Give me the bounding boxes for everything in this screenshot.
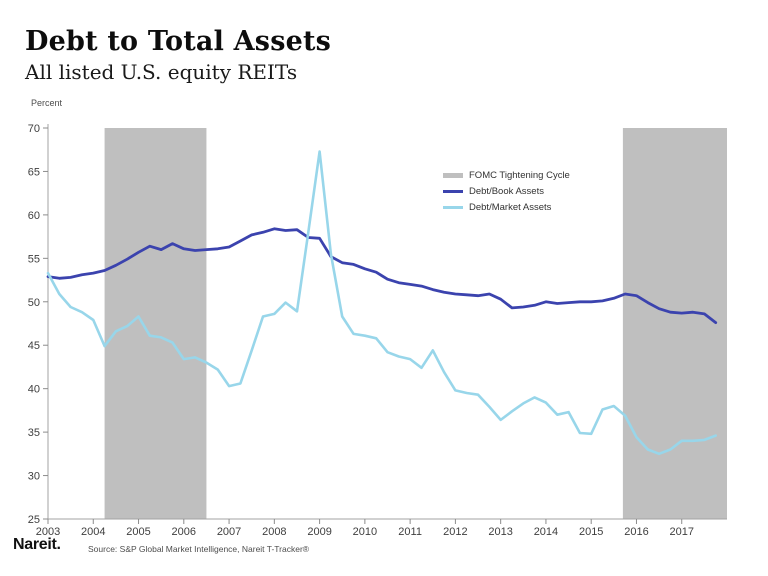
x-tick-label: 2014 <box>534 526 558 538</box>
series-debt-book-assets <box>46 227 718 325</box>
y-tick-label: 55 <box>28 253 40 265</box>
fomc-band <box>622 128 727 519</box>
x-tick-label: 2015 <box>579 526 603 538</box>
debt-book-line-swatch <box>443 189 463 193</box>
y-axis-unit-label: Percent <box>31 98 63 108</box>
x-tick-label: 2007 <box>217 526 241 538</box>
x-tick-label: 2003 <box>36 526 60 538</box>
nareit-logo: Nareit. <box>13 536 61 553</box>
y-tick-label: 50 <box>28 297 40 309</box>
page-title: Debt to Total Assets <box>25 26 332 57</box>
source-text: Source: S&P Global Market Intelligence, … <box>88 544 310 554</box>
fomc-band <box>104 128 207 519</box>
x-tick-label: 2016 <box>624 526 648 538</box>
x-tick-label: 2011 <box>398 526 422 538</box>
axes <box>47 124 727 520</box>
legend-item-fomc: FOMC Tightening Cycle <box>443 167 570 183</box>
series-debt-market-assets <box>46 150 718 456</box>
y-tick-label: 25 <box>28 514 40 526</box>
y-tick-label: 45 <box>28 340 40 352</box>
debt-market-line-swatch <box>443 205 463 209</box>
legend-item-debt-market: Debt/Market Assets <box>443 199 570 215</box>
legend-label: Debt/Book Assets <box>469 185 544 197</box>
y-tick-label: 30 <box>28 471 40 483</box>
x-tick-label: 2006 <box>172 526 196 538</box>
legend-label: Debt/Market Assets <box>469 201 552 213</box>
x-axis: 2003 2004 2005 2006 2007 2008 2009 2010 2011 2012… <box>36 519 694 538</box>
page-subtitle: All listed U.S. equity REITs <box>25 60 298 84</box>
fomc-tightening-bands <box>104 128 727 519</box>
x-tick-label: 2005 <box>126 526 150 538</box>
x-tick-label: 2010 <box>353 526 377 538</box>
y-tick-label: 35 <box>28 427 40 439</box>
y-tick-label: 70 <box>28 123 40 135</box>
legend-item-debt-book: Debt/Book Assets <box>443 183 570 199</box>
y-tick-label: 40 <box>28 384 40 396</box>
x-tick-label: 2013 <box>488 526 512 538</box>
x-tick-label: 2008 <box>262 526 286 538</box>
x-tick-label: 2009 <box>307 526 331 538</box>
x-tick-label: 2017 <box>669 526 693 538</box>
x-tick-label: 2004 <box>81 526 105 538</box>
x-tick-label: 2012 <box>443 526 467 538</box>
legend-label: FOMC Tightening Cycle <box>469 169 570 181</box>
chart-legend: FOMC Tightening Cycle Debt/Book Assets D… <box>443 167 570 215</box>
fomc-band-swatch <box>443 172 463 178</box>
y-tick-label: 60 <box>28 210 40 222</box>
y-tick-label: 65 <box>28 166 40 178</box>
y-axis: 25 30 35 40 45 50 55 60 65 70 <box>28 123 48 526</box>
